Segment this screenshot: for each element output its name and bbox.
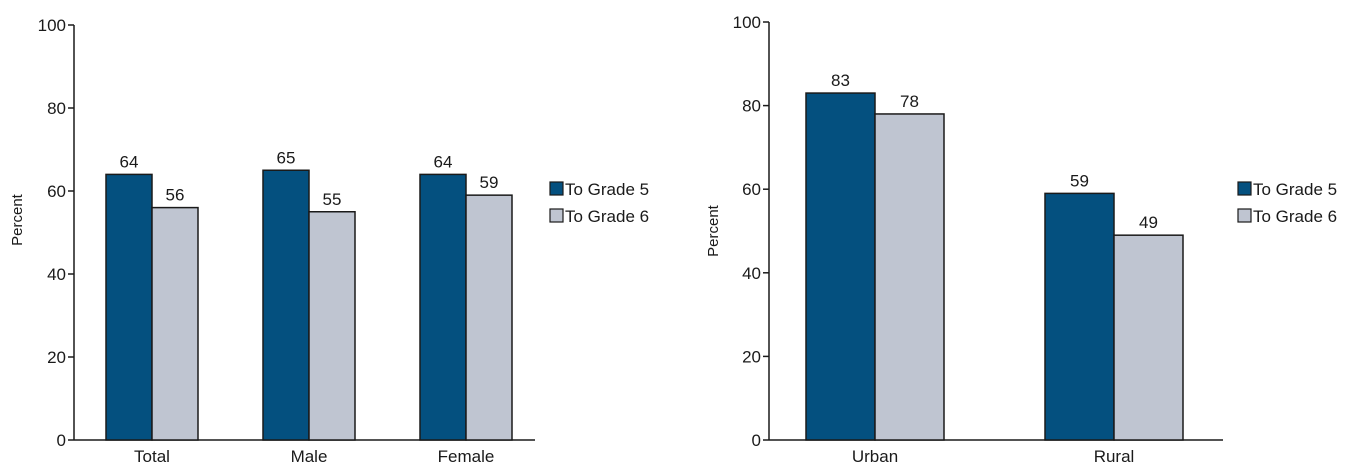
y-tick-label: 60 <box>742 180 761 199</box>
y-tick-label: 60 <box>47 182 66 201</box>
bar-to-grade-6 <box>465 194 513 441</box>
y-tick-label: 100 <box>733 13 761 32</box>
legend-label: To Grade 5 <box>1253 180 1337 199</box>
data-label: 56 <box>166 186 185 205</box>
bar-to-grade-5 <box>805 92 876 441</box>
y-tick-label: 40 <box>47 265 66 284</box>
legend-label: To Grade 6 <box>565 207 649 226</box>
data-label: 83 <box>831 71 850 90</box>
y-tick-label: 0 <box>752 431 761 450</box>
y-tick-label: 20 <box>47 348 66 367</box>
data-label: 65 <box>277 148 296 167</box>
bar-to-grade-5 <box>1044 192 1115 441</box>
category-label: Male <box>291 447 328 466</box>
category-label: Total <box>134 447 170 466</box>
bar-to-grade-5 <box>262 169 310 441</box>
category-label: Urban <box>852 447 898 466</box>
data-label: 78 <box>900 92 919 111</box>
y-tick-label: 100 <box>38 16 66 35</box>
y-tick-label: 80 <box>47 99 66 118</box>
data-label: 64 <box>120 152 139 171</box>
data-label: 59 <box>1070 171 1089 190</box>
y-tick-label: 20 <box>742 347 761 366</box>
legend-label: To Grade 5 <box>565 180 649 199</box>
y-tick-label: 0 <box>57 431 66 450</box>
bar-to-grade-6 <box>151 206 199 441</box>
bar-to-grade-6 <box>874 113 945 441</box>
data-label: 59 <box>480 173 499 192</box>
y-axis-label: Percent <box>9 193 26 246</box>
bar-to-grade-5 <box>419 173 467 441</box>
bar-to-grade-6 <box>308 211 356 441</box>
legend-swatch <box>549 181 564 196</box>
data-label: 64 <box>434 152 453 171</box>
legend-swatch <box>549 208 564 223</box>
legend-swatch <box>1237 208 1252 223</box>
y-tick-label: 80 <box>742 97 761 116</box>
bar-to-grade-6 <box>1113 234 1184 441</box>
y-axis-label: Percent <box>705 204 722 257</box>
legend-swatch <box>1237 181 1252 196</box>
legend-label: To Grade 6 <box>1253 207 1337 226</box>
y-tick-label: 40 <box>742 264 761 283</box>
category-label: Rural <box>1094 447 1135 466</box>
data-label: 49 <box>1139 213 1158 232</box>
data-label: 55 <box>323 190 342 209</box>
category-label: Female <box>438 447 495 466</box>
